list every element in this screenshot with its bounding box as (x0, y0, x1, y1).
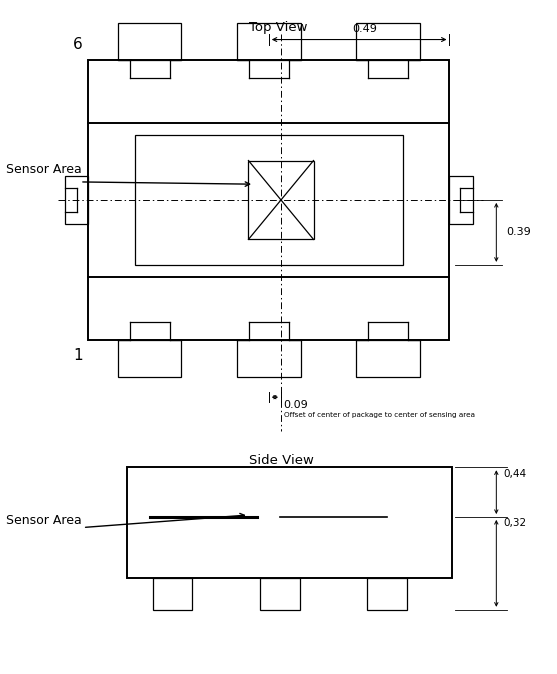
Bar (367, 578, 407, 610)
Text: Offset of center of package to center of sensing area: Offset of center of package to center of… (284, 412, 475, 418)
Bar (260, 578, 300, 610)
Text: 0,32: 0,32 (503, 518, 526, 528)
Bar (237, 340, 301, 377)
Text: 6: 6 (73, 37, 83, 53)
Bar (88, 59, 449, 340)
Bar (153, 578, 192, 610)
Bar (65, 176, 88, 224)
Text: Sensor Area: Sensor Area (6, 514, 81, 526)
Text: 0.09: 0.09 (284, 400, 309, 410)
Text: Sensor Area: Sensor Area (6, 163, 81, 177)
Text: 0.39: 0.39 (506, 227, 531, 237)
Bar (449, 176, 472, 224)
Text: Side View: Side View (249, 454, 314, 467)
Bar (356, 340, 420, 377)
Text: 0.49: 0.49 (352, 24, 377, 34)
Bar (118, 23, 182, 59)
Bar (237, 23, 301, 59)
Text: Top View: Top View (249, 22, 308, 34)
Bar (248, 160, 314, 239)
Bar (118, 340, 182, 377)
Bar (356, 23, 420, 59)
Text: 0,44: 0,44 (503, 468, 526, 479)
Text: 1: 1 (73, 348, 83, 363)
Bar (127, 467, 452, 578)
Bar (135, 135, 403, 265)
